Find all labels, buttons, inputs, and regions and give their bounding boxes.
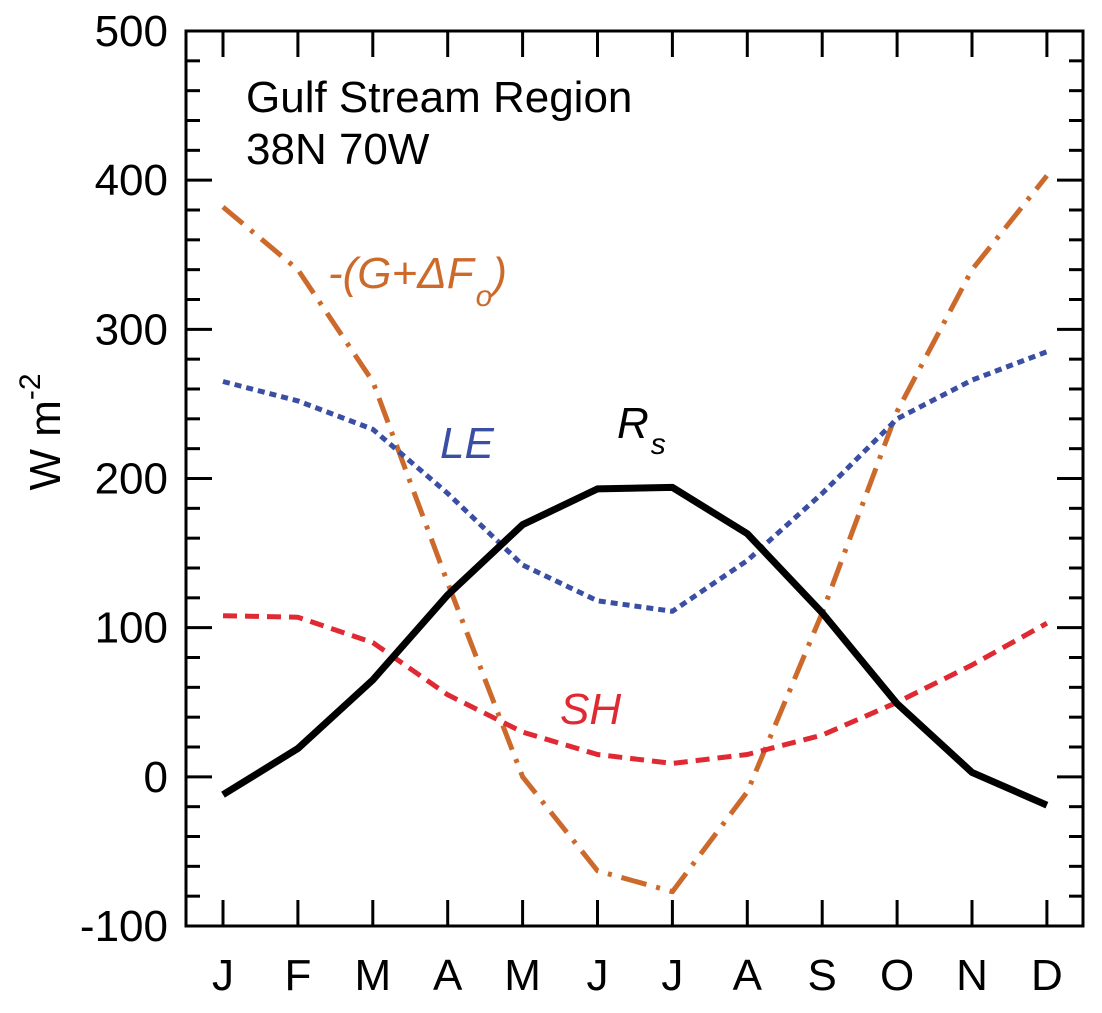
y-tick-label: -100 (80, 902, 168, 951)
x-tick-label: J (661, 951, 683, 1000)
x-tick-label: N (956, 951, 988, 1000)
label-g-df-close: ) (487, 249, 507, 298)
y-tick-label: 100 (95, 604, 168, 653)
minor-ticks (186, 59, 1083, 898)
x-tick-label: J (212, 951, 234, 1000)
label-sh: SH (560, 685, 621, 734)
x-tick-label: O (880, 951, 914, 1000)
y-tick-label: 500 (95, 7, 168, 56)
series-line-dotted (222, 349, 1048, 614)
label-rs-sub: s (651, 428, 666, 461)
label-g-df: -(G+ΔFo) (328, 249, 507, 313)
x-tick-label: M (504, 951, 541, 1000)
x-tick-label: D (1031, 951, 1063, 1000)
chart-subtitle: 38N 70W (246, 125, 430, 174)
x-tick-label: M (354, 951, 391, 1000)
x-tick-label: S (808, 951, 837, 1000)
y-axis: -100 0 100 200 300 400 500 (80, 7, 1083, 951)
chart-title: Gulf Stream Region (246, 73, 632, 122)
y-axis-label-base: W m (21, 400, 70, 490)
label-rs-main: R (617, 399, 649, 448)
y-tick-label: 300 (95, 305, 168, 354)
label-g-df-sub: o (476, 280, 493, 313)
y-tick-label: 200 (95, 455, 168, 504)
y-axis-label: W m-2 (14, 373, 70, 490)
x-tick-label: F (284, 951, 311, 1000)
series-line-dashed (222, 613, 1049, 766)
label-le: LE (440, 419, 494, 468)
label-g-df-main: -(G+ΔF (328, 249, 476, 298)
x-tick-label: J (587, 951, 609, 1000)
series-line-solid (221, 483, 1049, 809)
x-tick-label: A (733, 951, 763, 1000)
y-tick-label: 0 (144, 753, 168, 802)
y-tick-label: 400 (95, 156, 168, 205)
y-axis-label-sup: -2 (14, 373, 47, 400)
series-line-dash-dot (221, 174, 1049, 895)
label-rs: Rs (617, 399, 666, 461)
x-tick-label: A (433, 951, 463, 1000)
series-lines (221, 174, 1049, 895)
